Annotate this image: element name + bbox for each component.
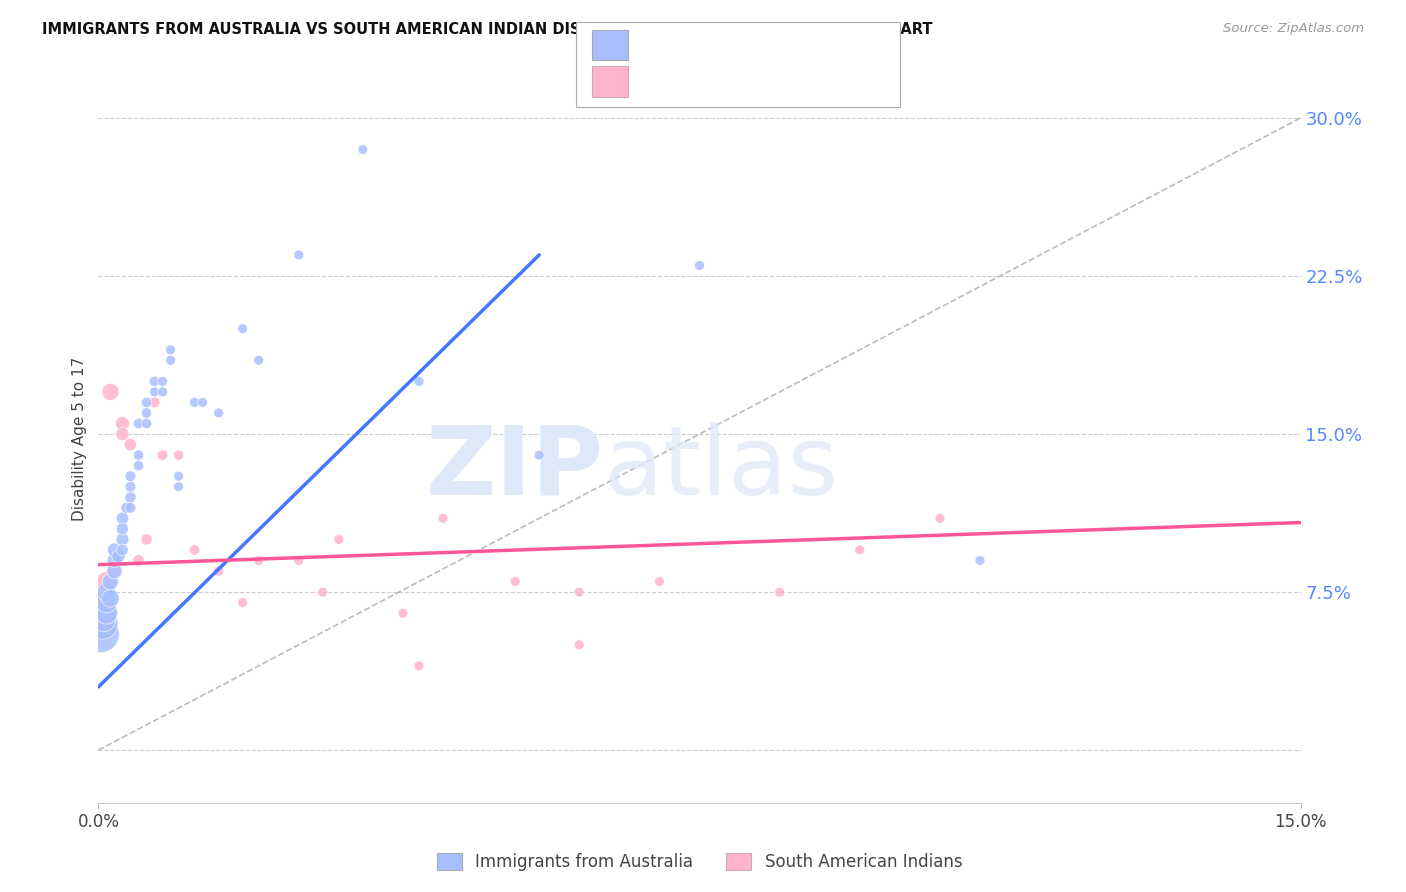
Point [100,384,122,399]
Point [120,437,142,451]
Text: ZIP: ZIP [426,422,603,515]
Point [96,596,118,610]
Point [849,543,872,558]
Point [111,533,134,547]
Point [929,511,952,525]
Point [568,585,591,599]
Point [969,553,991,567]
Point [135,533,157,547]
Point [159,343,181,357]
Point [90,627,112,641]
Text: Source: ZipAtlas.com: Source: ZipAtlas.com [1223,22,1364,36]
Point [120,500,142,515]
Point [352,143,374,157]
Point [183,543,205,558]
Point [288,248,311,262]
Point [111,417,134,431]
Point [152,375,174,389]
Point [103,543,125,558]
Point [408,375,430,389]
Point [103,564,125,578]
Point [769,585,792,599]
Point [96,596,118,610]
Point [91,606,114,620]
Text: R = 0.633   N = 46: R = 0.633 N = 46 [634,38,792,56]
Point [208,406,231,420]
Point [328,533,350,547]
Point [90,616,112,631]
Point [143,375,166,389]
Legend: Immigrants from Australia, South American Indians: Immigrants from Australia, South America… [430,847,969,878]
Point [247,353,270,368]
Point [191,395,214,409]
Point [91,616,114,631]
Point [96,585,118,599]
Point [689,259,711,273]
Point [135,417,157,431]
Point [392,606,415,620]
Point [232,596,254,610]
Point [120,480,142,494]
Point [96,606,118,620]
Point [120,469,142,483]
Point [111,522,134,536]
Point [128,417,150,431]
Point [288,553,311,567]
Point [143,395,166,409]
Point [247,553,270,567]
Point [408,658,430,673]
Point [167,469,190,483]
Point [128,448,150,462]
Point [568,638,591,652]
Point [167,448,190,462]
Point [232,321,254,335]
Point [135,395,157,409]
Y-axis label: Disability Age 5 to 17: Disability Age 5 to 17 [72,357,87,522]
Point [152,384,174,399]
Point [111,427,134,442]
Point [312,585,335,599]
Point [143,384,166,399]
Point [432,511,454,525]
Point [128,458,150,473]
Text: atlas: atlas [603,422,838,515]
Point [183,395,205,409]
Text: IMMIGRANTS FROM AUSTRALIA VS SOUTH AMERICAN INDIAN DISABILITY AGE 5 TO 17 CORREL: IMMIGRANTS FROM AUSTRALIA VS SOUTH AMERI… [42,22,932,37]
Point [93,612,115,626]
Point [152,448,174,462]
Point [100,591,122,606]
Point [111,543,134,558]
Point [128,553,150,567]
Point [100,574,122,589]
Point [529,448,551,462]
Point [103,553,125,567]
Point [135,406,157,420]
Text: R = 0.046   N = 31: R = 0.046 N = 31 [634,75,792,93]
Point [167,480,190,494]
Point [159,353,181,368]
Point [208,564,231,578]
Point [503,574,526,589]
Point [103,564,125,578]
Point [648,574,671,589]
Point [120,490,142,504]
Point [115,500,138,515]
Point [111,511,134,525]
Point [96,574,118,589]
Point [107,549,129,564]
